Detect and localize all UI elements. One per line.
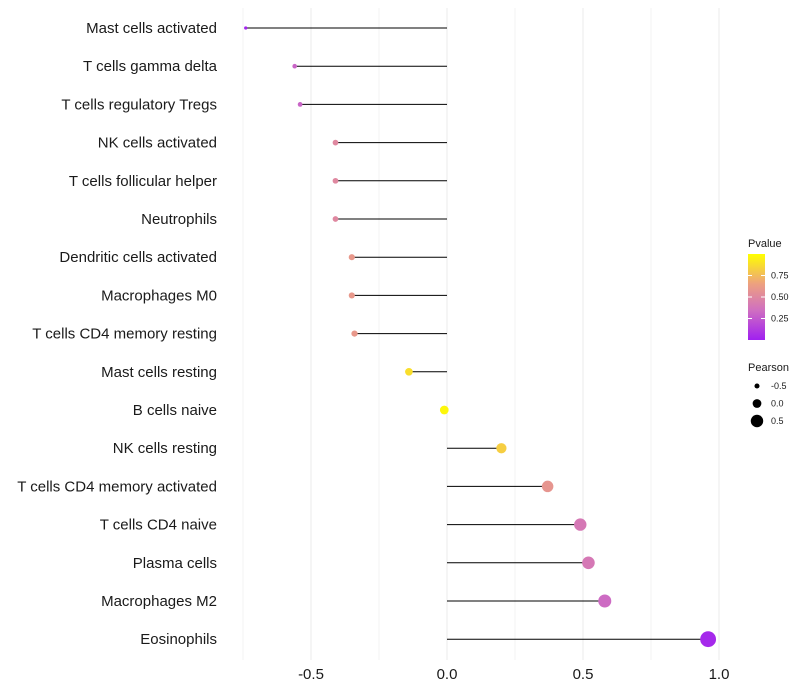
- legend-pvalue: Pvalue 0.25 0.50 0.75: [748, 238, 789, 340]
- lollipop-dot: [405, 367, 413, 376]
- y-axis-label: Mast cells activated: [86, 20, 217, 37]
- y-axis-label: B cells naive: [133, 402, 217, 419]
- legend-pearson-title: Pearson: [748, 362, 789, 374]
- x-tick-label: 0.0: [437, 666, 458, 683]
- legend-pvalue-label: 0.25: [771, 314, 789, 324]
- y-axis-labels: Mast cells activated T cells gamma delta T…: [17, 20, 217, 648]
- legend-pvalue-title: Pvalue: [748, 238, 782, 250]
- x-tick-label: 0.5: [573, 666, 594, 683]
- x-axis-ticks: -0.5 0.0 0.5 1.0: [298, 666, 729, 683]
- lollipop-dot: [574, 518, 587, 531]
- y-axis-label: NK cells activated: [98, 135, 217, 152]
- lollipop-dot: [700, 631, 717, 648]
- y-axis-label: T cells gamma delta: [83, 58, 218, 75]
- legend-pearson: Pearson -0.5 0.0 0.5: [748, 362, 789, 428]
- y-axis-label: T cells CD4 memory resting: [32, 326, 217, 343]
- y-axis-label: Macrophages M2: [101, 593, 217, 610]
- lollipop-dot: [244, 26, 248, 30]
- y-axis-label: Plasma cells: [133, 555, 217, 572]
- lollipop-dot: [582, 556, 595, 570]
- x-tick-label: -0.5: [298, 666, 324, 683]
- y-axis-label: Macrophages M0: [101, 287, 217, 304]
- lollipop-stems: [245, 27, 709, 640]
- lollipop-dot: [332, 216, 339, 222]
- lollipop-dot: [332, 177, 339, 184]
- lollipop-dot: [496, 443, 507, 454]
- y-axis-label: Mast cells resting: [101, 364, 217, 381]
- legend-pvalue-label: 0.50: [771, 292, 789, 302]
- legend-pearson-dot: [754, 383, 760, 389]
- legend-pvalue-colorbar: [748, 254, 765, 340]
- lollipop-dot: [541, 480, 554, 493]
- lollipop-dot: [292, 63, 297, 69]
- lollipop-dots: [244, 26, 717, 648]
- y-axis-label: T cells CD4 naive: [100, 517, 217, 534]
- y-axis-label: T cells CD4 memory activated: [17, 478, 217, 495]
- legend-pearson-dot: [750, 414, 764, 428]
- y-axis-label: T cells regulatory Tregs: [61, 96, 217, 113]
- legend-pvalue-label: 0.75: [771, 271, 789, 281]
- y-axis-label: Dendritic cells activated: [59, 249, 217, 266]
- y-axis-label: Eosinophils: [140, 631, 217, 648]
- lollipop-dot: [439, 405, 449, 415]
- grid-lines: [242, 8, 720, 660]
- legend-pearson-label: 0.5: [771, 416, 784, 426]
- y-axis-label: T cells follicular helper: [69, 173, 217, 190]
- lollipop-dot: [348, 292, 355, 299]
- lollipop-dot: [332, 139, 339, 146]
- legend-pearson-label: -0.5: [771, 381, 787, 391]
- lollipop-dot: [351, 330, 358, 337]
- x-tick-label: 1.0: [709, 666, 730, 683]
- lollipop-dot: [598, 594, 612, 608]
- y-axis-label: NK cells resting: [113, 440, 217, 457]
- y-axis-label: Neutrophils: [141, 211, 217, 228]
- lollipop-dot: [297, 102, 303, 107]
- legend-pearson-dot: [752, 399, 762, 408]
- legend-pearson-label: 0.0: [771, 399, 784, 409]
- lollipop-dot: [348, 254, 355, 261]
